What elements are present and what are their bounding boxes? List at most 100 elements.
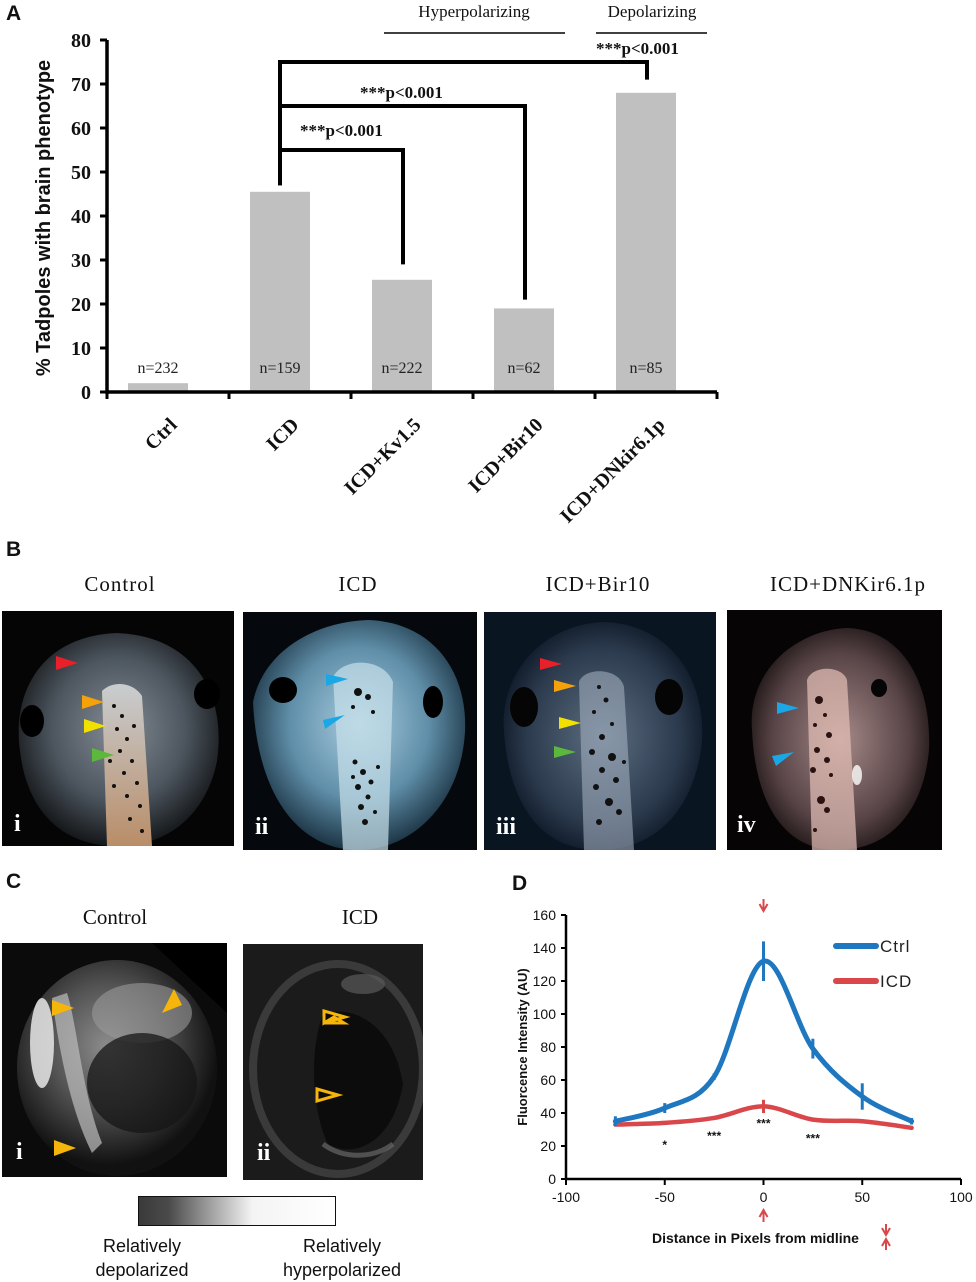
significance-star: *	[662, 1138, 667, 1152]
yellow-arrowhead-icon	[162, 989, 182, 1013]
y-tick-label: 20	[540, 1138, 556, 1154]
x-tick-label: 50	[854, 1189, 870, 1205]
tadpole-photo-icd-dnkir: iv	[727, 610, 942, 850]
bar-chart-panel-a: % Tadpoles with brain phenotype 0 10 20 30 40…	[33, 2, 719, 528]
significance-star: ***	[806, 1132, 820, 1146]
y-tick-label: 120	[533, 973, 557, 989]
converging-arrows-icon	[881, 1236, 891, 1250]
bar-n-label: n=232	[137, 360, 178, 377]
tadpole-photo-control: i	[2, 611, 234, 846]
y-tick-label: 0	[81, 382, 91, 404]
tadpole-photo-icd: ii	[243, 612, 477, 850]
scale-label-depolarized: Relatively depolarized	[72, 1234, 212, 1282]
image-title-b-i: Control	[84, 572, 156, 596]
roman-label-b-i: i	[14, 811, 21, 837]
panel-letter-b: B	[6, 538, 22, 561]
y-tick-label: 140	[533, 940, 557, 956]
bar-n-label: n=62	[507, 360, 540, 377]
voltage-dye-illustration	[249, 960, 423, 1178]
red-arrowhead-icon	[540, 658, 562, 670]
image-title-c-i: Control	[82, 905, 148, 929]
bar-n-label: n=159	[259, 360, 300, 377]
x-tick-label: -100	[552, 1189, 580, 1205]
y-tick-label: 60	[540, 1072, 556, 1088]
yellow-arrowhead-icon	[54, 1140, 76, 1156]
converging-arrows-icon	[881, 1224, 891, 1238]
midline-arrow-up-icon	[758, 1207, 769, 1222]
x-category-label: Ctrl	[141, 414, 182, 455]
significance-star: ***	[707, 1129, 721, 1143]
x-category-label: ICD+DNkir6.1p	[556, 414, 670, 528]
group-label-hyperpolarizing: Hyperpolarizing	[418, 2, 530, 21]
y-tick-label: 40	[71, 206, 91, 228]
voltage-dye-illustration	[17, 943, 227, 1176]
y-tick-label: 20	[71, 294, 91, 316]
scale-left-line1: Relatively	[102, 1236, 182, 1256]
yellow-arrowhead-icon	[52, 1000, 74, 1016]
legend-label-icd: ICD	[880, 972, 912, 991]
image-title-b-iv: ICD+DNKir6.1p	[769, 572, 927, 596]
significance-label: ***p<0.001	[360, 83, 443, 102]
y-tick-label: 10	[71, 338, 91, 360]
tadpole-illustration	[751, 628, 930, 850]
scale-right-line1: Relatively	[302, 1236, 382, 1256]
yellow-arrowhead-icon	[559, 717, 581, 729]
x-tick-label: 0	[760, 1189, 768, 1205]
image-title-c-ii: ICD	[341, 905, 379, 929]
scale-left-line2: depolarized	[95, 1260, 189, 1280]
image-title-b-ii: ICD	[338, 572, 378, 596]
roman-label-c-ii: ii	[257, 1140, 271, 1166]
scale-right-line2: hyperpolarized	[282, 1260, 402, 1280]
x-tick-label: -50	[655, 1189, 675, 1205]
blue-arrowhead-icon	[777, 702, 799, 714]
hollow-arrowhead-icon	[322, 1009, 351, 1026]
x-category-label: ICD+Kv1.5	[340, 414, 425, 499]
roman-label-b-ii: ii	[255, 814, 269, 840]
y-tick-label: 80	[540, 1039, 556, 1055]
series-line-ctrl	[612, 958, 915, 1124]
y-tick-label: 50	[71, 162, 91, 184]
significance-bracket	[278, 60, 649, 186]
y-tick-label: 100	[533, 1006, 557, 1022]
x-category-label: ICD	[262, 414, 303, 455]
y-axis-label: % Tadpoles with brain phenotype	[33, 60, 55, 376]
midline-arrow-down-icon	[758, 899, 769, 914]
blue-arrowhead-icon	[772, 752, 794, 766]
tadpole-photo-icd-bir10: iii	[484, 612, 716, 850]
orange-arrowhead-icon	[82, 695, 104, 709]
image-title-b-iii: ICD+Bir10	[545, 572, 651, 596]
y-tick-label: 80	[71, 30, 91, 52]
orange-arrowhead-icon	[554, 680, 576, 692]
roman-label-b-iii: iii	[496, 814, 517, 840]
y-tick-label: 60	[71, 118, 91, 140]
group-label-depolarizing: Depolarizing	[608, 2, 697, 21]
y-tick-label: 30	[71, 250, 91, 272]
blue-arrowhead-icon	[323, 715, 345, 729]
tadpole-illustration	[503, 622, 703, 850]
voltage-dye-image-icd: ii	[243, 944, 423, 1180]
yellow-arrowhead-icon	[84, 719, 106, 733]
voltage-dye-image-control: i	[2, 943, 227, 1177]
bar-icd-bir10	[494, 308, 554, 392]
bar-icd-kv1-5	[372, 279, 432, 392]
bar-n-label: n=85	[629, 360, 662, 377]
red-arrowhead-icon	[56, 656, 78, 670]
y-tick-label: 160	[533, 907, 557, 923]
significance-star: ***	[756, 1116, 770, 1130]
bar-ctrl	[128, 383, 188, 392]
significance-label: ***p<0.001	[596, 39, 679, 58]
tadpole-illustration	[253, 620, 466, 850]
x-category-label: ICD+Bir10	[464, 414, 547, 497]
significance-label: ***p<0.001	[300, 121, 383, 140]
x-axis-label: Distance in Pixels from midline	[652, 1230, 859, 1246]
panel-letter-d: D	[512, 872, 528, 895]
scale-label-hyperpolarized: Relatively hyperpolarized	[262, 1234, 422, 1282]
x-tick-label: 100	[949, 1189, 973, 1205]
bar-icd	[250, 191, 310, 392]
hollow-arrowhead-icon	[315, 1087, 344, 1103]
green-arrowhead-icon	[554, 746, 576, 758]
line-chart-panel-d: Fluorcence Intensity (AU) 0 20 40 60 80 100 120…	[515, 899, 973, 1250]
tadpole-illustration	[18, 633, 220, 846]
blue-arrowhead-icon	[326, 674, 348, 686]
roman-label-c-i: i	[16, 1139, 23, 1165]
